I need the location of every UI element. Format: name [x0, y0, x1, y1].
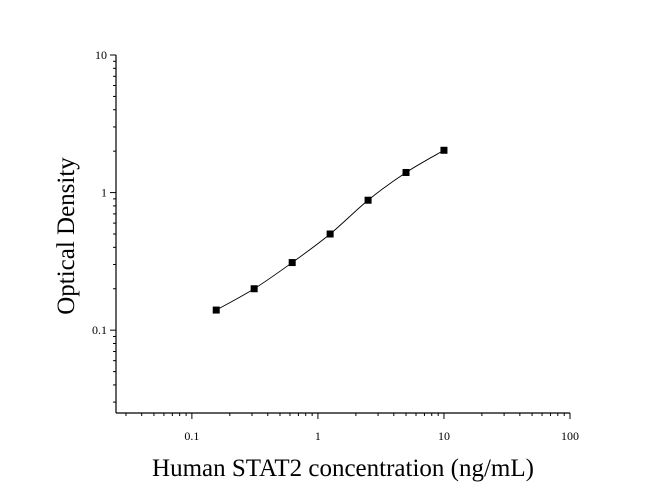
- x-ticks: [125, 413, 571, 419]
- x-axis-title: Human STAT2 concentration (ng/mL): [152, 455, 534, 482]
- x-tick-label: 1: [315, 429, 321, 443]
- x-tick-label: 100: [561, 429, 579, 443]
- data-point: [440, 146, 448, 154]
- data-point: [250, 285, 258, 293]
- x-tick-labels: 0.1 1 10 100: [184, 429, 579, 443]
- data-points: [212, 146, 448, 314]
- data-point: [402, 168, 410, 176]
- axes: [115, 55, 570, 414]
- y-tick-labels: 0.1 1 10: [92, 48, 107, 337]
- data-point: [288, 259, 296, 267]
- y-tick-label: 10: [95, 48, 107, 62]
- data-point: [364, 196, 372, 204]
- y-tick-label: 1: [101, 186, 107, 200]
- y-tick-label: 0.1: [92, 323, 107, 337]
- data-point: [326, 230, 334, 238]
- data-point: [212, 306, 220, 314]
- y-ticks: [110, 54, 116, 403]
- x-tick-label: 0.1: [184, 429, 199, 443]
- y-axis-title: Optical Density: [53, 157, 80, 315]
- fit-curve: [215, 149, 445, 311]
- x-tick-label: 10: [438, 429, 450, 443]
